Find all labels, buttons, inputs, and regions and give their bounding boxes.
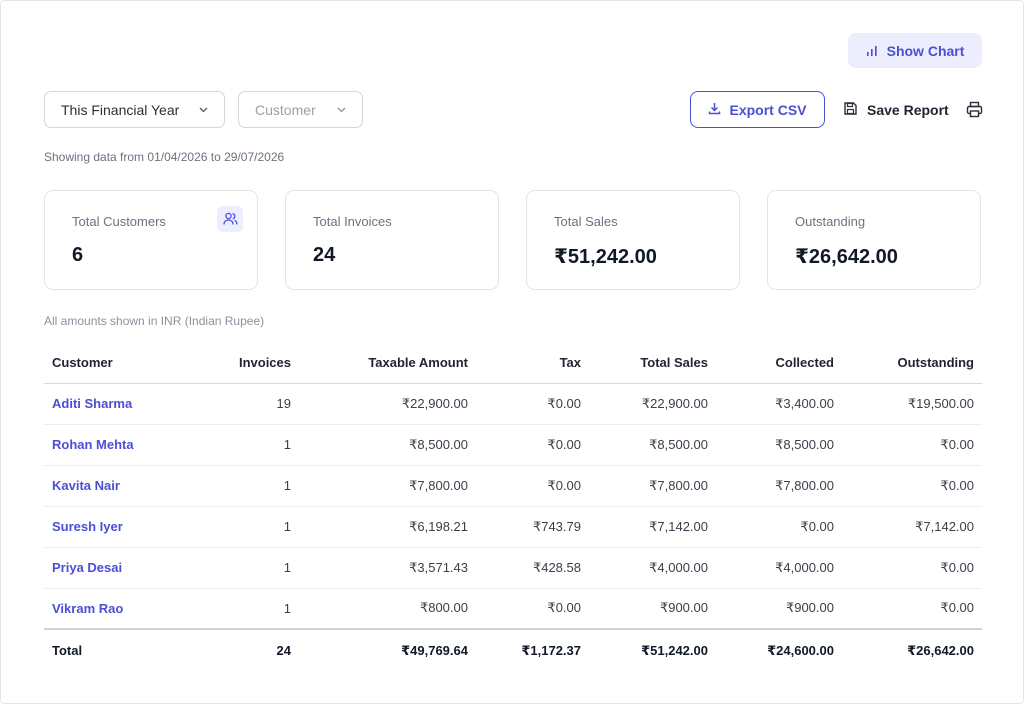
cell-collected: ₹0.00: [716, 506, 842, 548]
cell-outstanding: ₹19,500.00: [842, 383, 982, 425]
customer-link[interactable]: Rohan Mehta: [44, 424, 204, 466]
cell-collected: ₹4,000.00: [716, 547, 842, 589]
cell-tax: ₹428.58: [476, 547, 589, 589]
total-tax: ₹1,172.37: [476, 628, 589, 671]
cell-collected: ₹3,400.00: [716, 383, 842, 425]
stat-card-total-sales: Total Sales ₹51,242.00: [526, 190, 740, 290]
stat-label: Total Sales: [554, 214, 618, 229]
period-select[interactable]: This Financial Year: [44, 91, 225, 128]
cell-tax: ₹0.00: [476, 465, 589, 507]
cell-taxable-amount: ₹6,198.21: [299, 506, 476, 548]
cell-taxable-amount: ₹22,900.00: [299, 383, 476, 425]
currency-note: All amounts shown in INR (Indian Rupee): [44, 314, 265, 328]
period-select-value: This Financial Year: [61, 101, 180, 118]
cell-total-sales: ₹22,900.00: [589, 383, 716, 425]
stat-value: 6: [72, 244, 84, 266]
save-report-label: Save Report: [867, 101, 949, 118]
show-chart-button[interactable]: Show Chart: [848, 33, 982, 68]
stat-label: Total Invoices: [313, 214, 392, 229]
cell-tax: ₹0.00: [476, 383, 589, 425]
cell-invoices: 1: [204, 547, 299, 589]
header-taxable-amount[interactable]: Taxable Amount: [299, 343, 476, 384]
print-icon[interactable]: [966, 101, 983, 118]
table-header-row: Customer Invoices Taxable Amount Tax Tot…: [44, 343, 982, 384]
export-csv-button[interactable]: Export CSV: [690, 91, 825, 128]
total-sales: ₹51,242.00: [589, 628, 716, 671]
cell-total-sales: ₹7,142.00: [589, 506, 716, 548]
stat-label: Outstanding: [795, 214, 866, 229]
cell-invoices: 1: [204, 465, 299, 507]
save-report-button[interactable]: Save Report: [843, 99, 949, 120]
cell-taxable-amount: ₹3,571.43: [299, 547, 476, 589]
table-row: Suresh Iyer 1 ₹6,198.21 ₹743.79 ₹7,142.0…: [44, 506, 982, 548]
stat-card-outstanding: Outstanding ₹26,642.00: [767, 190, 981, 290]
total-outstanding: ₹26,642.00: [842, 628, 982, 671]
cell-total-sales: ₹900.00: [589, 588, 716, 630]
cell-tax: ₹743.79: [476, 506, 589, 548]
customer-sales-table: Customer Invoices Taxable Amount Tax Tot…: [44, 343, 982, 671]
download-icon: [708, 102, 721, 118]
cell-invoices: 19: [204, 383, 299, 425]
table-row: Rohan Mehta 1 ₹8,500.00 ₹0.00 ₹8,500.00 …: [44, 424, 982, 466]
show-chart-label: Show Chart: [886, 42, 965, 59]
customer-link[interactable]: Aditi Sharma: [44, 383, 204, 425]
header-customer[interactable]: Customer: [44, 343, 204, 384]
header-collected[interactable]: Collected: [716, 343, 842, 384]
save-icon: [843, 101, 858, 119]
users-icon: [217, 206, 243, 232]
customer-link[interactable]: Priya Desai: [44, 547, 204, 589]
total-taxable-amount: ₹49,769.64: [299, 628, 476, 671]
cell-collected: ₹900.00: [716, 588, 842, 630]
cell-invoices: 1: [204, 506, 299, 548]
customer-link[interactable]: Suresh Iyer: [44, 506, 204, 548]
cell-invoices: 1: [204, 588, 299, 630]
chevron-down-icon: [199, 107, 208, 113]
stat-value: ₹51,242.00: [554, 246, 657, 268]
cell-outstanding: ₹0.00: [842, 424, 982, 466]
cell-taxable-amount: ₹800.00: [299, 588, 476, 630]
header-invoices[interactable]: Invoices: [204, 343, 299, 384]
table-row: Vikram Rao 1 ₹800.00 ₹0.00 ₹900.00 ₹900.…: [44, 588, 982, 630]
cell-total-sales: ₹8,500.00: [589, 424, 716, 466]
cell-tax: ₹0.00: [476, 424, 589, 466]
cell-outstanding: ₹7,142.00: [842, 506, 982, 548]
cell-taxable-amount: ₹7,800.00: [299, 465, 476, 507]
header-total-sales[interactable]: Total Sales: [589, 343, 716, 384]
cell-collected: ₹8,500.00: [716, 424, 842, 466]
table-row: Kavita Nair 1 ₹7,800.00 ₹0.00 ₹7,800.00 …: [44, 465, 982, 507]
cell-total-sales: ₹4,000.00: [589, 547, 716, 589]
cell-total-sales: ₹7,800.00: [589, 465, 716, 507]
table-total-row: Total 24 ₹49,769.64 ₹1,172.37 ₹51,242.00…: [44, 628, 982, 671]
customer-link[interactable]: Kavita Nair: [44, 465, 204, 507]
table-row: Priya Desai 1 ₹3,571.43 ₹428.58 ₹4,000.0…: [44, 547, 982, 589]
customer-select-placeholder: Customer: [255, 101, 316, 118]
stat-card-total-customers: Total Customers 6: [44, 190, 258, 290]
cell-collected: ₹7,800.00: [716, 465, 842, 507]
cell-taxable-amount: ₹8,500.00: [299, 424, 476, 466]
date-range-text: Showing data from 01/04/2026 to 29/07/20…: [44, 150, 285, 164]
cell-outstanding: ₹0.00: [842, 465, 982, 507]
customer-select[interactable]: Customer: [238, 91, 363, 128]
stat-card-total-invoices: Total Invoices 24: [285, 190, 499, 290]
cell-outstanding: ₹0.00: [842, 547, 982, 589]
bar-chart-icon: [866, 45, 878, 57]
export-csv-label: Export CSV: [729, 101, 807, 118]
stat-value: 24: [313, 244, 336, 266]
total-label: Total: [44, 628, 204, 671]
cell-invoices: 1: [204, 424, 299, 466]
stat-value: ₹26,642.00: [795, 246, 898, 268]
table-row: Aditi Sharma 19 ₹22,900.00 ₹0.00 ₹22,900…: [44, 383, 982, 425]
cell-outstanding: ₹0.00: [842, 588, 982, 630]
chevron-down-icon: [337, 107, 346, 113]
customer-link[interactable]: Vikram Rao: [44, 588, 204, 630]
total-collected: ₹24,600.00: [716, 628, 842, 671]
cell-tax: ₹0.00: [476, 588, 589, 630]
header-outstanding[interactable]: Outstanding: [842, 343, 982, 384]
header-tax[interactable]: Tax: [476, 343, 589, 384]
total-invoices: 24: [204, 628, 299, 671]
stat-label: Total Customers: [72, 214, 166, 229]
